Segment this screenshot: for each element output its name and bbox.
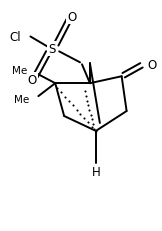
Text: O: O	[147, 58, 157, 72]
Text: Cl: Cl	[9, 31, 21, 44]
Text: H: H	[92, 165, 100, 178]
Text: O: O	[28, 73, 37, 86]
Text: Me: Me	[12, 66, 28, 76]
Text: Me: Me	[14, 95, 29, 105]
Text: O: O	[67, 11, 77, 24]
Text: S: S	[49, 43, 56, 56]
